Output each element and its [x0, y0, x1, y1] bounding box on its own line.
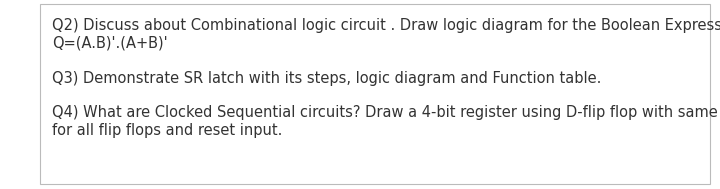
Text: Q=(A.B)'.(A+B)': Q=(A.B)'.(A+B)' [52, 36, 168, 50]
Text: Q2) Discuss about Combinational logic circuit . Draw logic diagram for the Boole: Q2) Discuss about Combinational logic ci… [52, 18, 720, 33]
Text: Q4) What are Clocked Sequential circuits? Draw a 4-bit register using D-flip flo: Q4) What are Clocked Sequential circuits… [52, 105, 720, 121]
Text: for all flip flops and reset input.: for all flip flops and reset input. [52, 123, 282, 138]
Text: Q3) Demonstrate SR latch with its steps, logic diagram and Function table.: Q3) Demonstrate SR latch with its steps,… [52, 70, 601, 85]
